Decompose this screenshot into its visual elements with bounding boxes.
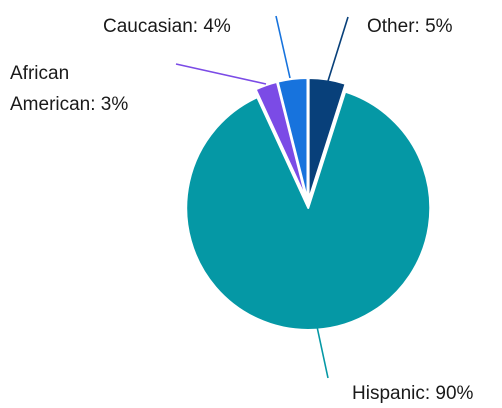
label-other: Other: 5% [367,16,453,37]
pie-slices [185,77,432,331]
label-hispanic: Hispanic: 90% [352,383,474,404]
slice-other [307,77,347,202]
label-caucasian: Caucasian: 4% [103,16,231,37]
leader-line-hispanic [315,321,329,379]
leader-lines [175,15,349,379]
label-african-american-line1: African [10,63,69,84]
label-african-american-line2: American: 3% [10,94,128,115]
leader-line-other [327,16,349,82]
leader-line-african-american [175,63,267,85]
slice-hispanic [185,90,432,331]
slice-caucasian [276,77,309,202]
leader-line-caucasian [275,15,291,79]
